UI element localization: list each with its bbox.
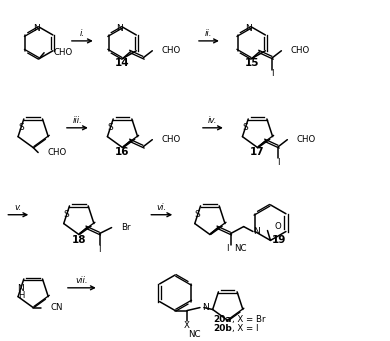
Text: 14: 14 <box>115 58 130 68</box>
Text: S: S <box>18 123 24 132</box>
Text: vii.: vii. <box>76 277 88 285</box>
Text: S: S <box>107 123 113 132</box>
Text: 15: 15 <box>245 58 259 68</box>
Text: iii.: iii. <box>73 116 82 125</box>
Text: vi.: vi. <box>157 203 167 212</box>
Text: N: N <box>202 303 209 312</box>
Text: 17: 17 <box>250 147 265 157</box>
Text: N: N <box>245 24 252 32</box>
Text: CN: CN <box>50 303 62 312</box>
Text: v.: v. <box>15 203 22 212</box>
Text: , X = Br: , X = Br <box>232 315 265 324</box>
Text: H: H <box>18 291 24 300</box>
Text: 19: 19 <box>272 235 287 246</box>
Text: I: I <box>226 244 229 253</box>
Text: N: N <box>116 24 123 32</box>
Text: i.: i. <box>80 29 85 39</box>
Text: NC: NC <box>234 244 246 253</box>
Text: X: X <box>184 321 190 330</box>
Text: N: N <box>254 227 261 236</box>
Text: I: I <box>271 69 274 78</box>
Text: S: S <box>243 123 248 132</box>
Text: iv.: iv. <box>208 116 218 125</box>
Text: Br: Br <box>122 223 131 232</box>
Text: S: S <box>64 210 69 219</box>
Text: CHO: CHO <box>47 148 66 157</box>
Text: 20b: 20b <box>213 324 232 333</box>
Text: N: N <box>18 284 24 293</box>
Text: , X = I: , X = I <box>232 324 258 333</box>
Text: I: I <box>277 158 280 167</box>
Text: 18: 18 <box>72 235 86 246</box>
Text: CHO: CHO <box>290 46 310 55</box>
Text: NC: NC <box>188 330 200 339</box>
Text: I: I <box>98 245 101 254</box>
Text: O: O <box>275 222 281 231</box>
Text: CHO: CHO <box>161 46 181 55</box>
Text: ii.: ii. <box>205 29 213 39</box>
Text: S: S <box>195 210 200 219</box>
Text: CHO: CHO <box>296 135 316 144</box>
Text: CHO: CHO <box>161 135 181 144</box>
Text: N: N <box>33 24 39 32</box>
Text: 20a: 20a <box>213 315 231 324</box>
Text: CHO: CHO <box>53 48 72 57</box>
Text: 16: 16 <box>115 147 130 157</box>
